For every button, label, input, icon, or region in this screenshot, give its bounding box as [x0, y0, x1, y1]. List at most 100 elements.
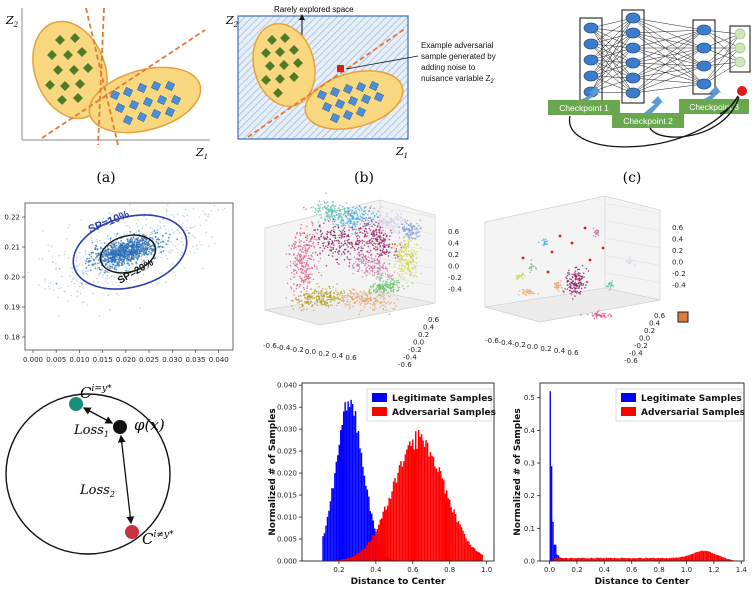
cluster-point: [364, 233, 367, 235]
cluster-point: [374, 297, 376, 300]
cluster-point: [401, 273, 404, 275]
cluster-point: [593, 317, 596, 320]
cluster-point: [373, 305, 376, 307]
cluster-point: [295, 246, 297, 249]
cluster-point: [367, 232, 369, 234]
scatter-point: [163, 246, 165, 248]
cluster-point: [306, 274, 308, 276]
marker-diamond: [45, 80, 55, 90]
scatter-point: [160, 238, 162, 240]
cluster-point: [605, 285, 608, 288]
cluster-point: [364, 212, 367, 214]
cluster-point: [396, 244, 398, 247]
adv-bar: [634, 558, 636, 561]
cluster-point: [371, 303, 374, 306]
scatter-point: [131, 263, 133, 265]
cluster-point: [392, 227, 394, 230]
cluster-point: [405, 272, 408, 274]
cluster-point: [369, 306, 372, 309]
scatter-point: [64, 250, 67, 253]
cluster-point: [393, 253, 396, 255]
scatter-point: [98, 274, 100, 276]
cluster-point: [401, 270, 404, 273]
c-layer-box: [621, 9, 645, 104]
c-edge: [590, 47, 634, 77]
scatter-point: [130, 236, 132, 239]
cluster-point: [325, 202, 327, 204]
cluster-point: [378, 285, 381, 288]
cluster-point: [372, 211, 374, 214]
cluster-point: [578, 281, 580, 284]
cluster-point: [367, 256, 370, 258]
scatter-point: [147, 253, 150, 256]
scatter-point: [196, 245, 198, 247]
cluster-point: [301, 262, 303, 264]
cluster-point: [358, 254, 361, 256]
scatter-point: [128, 265, 130, 267]
hist-left-y-tick-label: 0.030: [277, 426, 297, 434]
cluster-point: [529, 290, 531, 293]
adv-bar: [419, 436, 421, 561]
cluster-point: [369, 225, 371, 228]
cluster-point: [414, 268, 417, 270]
scatter-point: [116, 256, 119, 258]
cluster-point: [407, 262, 410, 264]
cluster-point: [376, 286, 379, 289]
b-y-axis-label: Z2: [225, 14, 239, 29]
cluster-point: [373, 235, 376, 237]
adv-bar: [397, 472, 399, 561]
adv-bar: [696, 552, 698, 561]
adv-bar: [435, 468, 438, 561]
cluster-point: [363, 236, 366, 238]
adv-bar: [713, 554, 716, 561]
cluster-point: [349, 253, 352, 255]
scatter-point: [127, 250, 130, 253]
adv-bar: [370, 540, 373, 561]
cluster-point: [575, 285, 577, 288]
legit-bar: [328, 510, 330, 561]
cluster-point: [302, 305, 305, 307]
cluster-point: [396, 298, 399, 300]
cluster-point: [301, 303, 304, 306]
adversarial-point: [583, 226, 587, 230]
cluster-point: [290, 286, 292, 288]
cluster-point: [375, 300, 377, 303]
c-checkpoint-arrow: [704, 86, 723, 99]
cluster-point: [610, 281, 613, 284]
cluster-point: [355, 209, 358, 212]
cluster-point: [362, 262, 364, 265]
cluster-point: [353, 228, 356, 230]
cluster-point: [358, 242, 360, 244]
scatter-point: [182, 214, 184, 216]
legit-bar: [345, 410, 348, 561]
cluster-point: [609, 287, 612, 289]
scatter-point: [123, 262, 125, 264]
hist-right-x-tick-label: 0.8: [654, 566, 665, 574]
adv-bar: [660, 558, 662, 561]
scatter-point: [123, 233, 125, 236]
scatter-point: [116, 264, 118, 266]
scatter-point: [76, 295, 79, 297]
cluster-point: [566, 288, 569, 291]
scatter-point: [112, 253, 115, 256]
scatter-point: [66, 238, 68, 240]
cluster-point: [350, 221, 352, 224]
cluster-point: [378, 255, 380, 258]
cluster-point: [387, 291, 390, 293]
marker-diamond: [47, 50, 57, 60]
cluster-point: [405, 246, 408, 249]
marker-diamond: [55, 35, 65, 45]
scatter-point: [154, 235, 157, 238]
cluster-point: [348, 303, 351, 305]
scatter-point: [127, 269, 130, 272]
scatter-point: [107, 258, 110, 261]
marker-diamond: [75, 79, 85, 89]
cluster-point: [338, 249, 341, 252]
cluster-point: [348, 262, 351, 264]
cluster-point: [370, 232, 373, 234]
cluster-point: [406, 228, 408, 231]
scatter-y-tick-label: 0.19: [4, 304, 20, 312]
cluster-point: [372, 289, 375, 292]
cluster-point: [299, 307, 301, 309]
cluster-point: [388, 245, 390, 248]
